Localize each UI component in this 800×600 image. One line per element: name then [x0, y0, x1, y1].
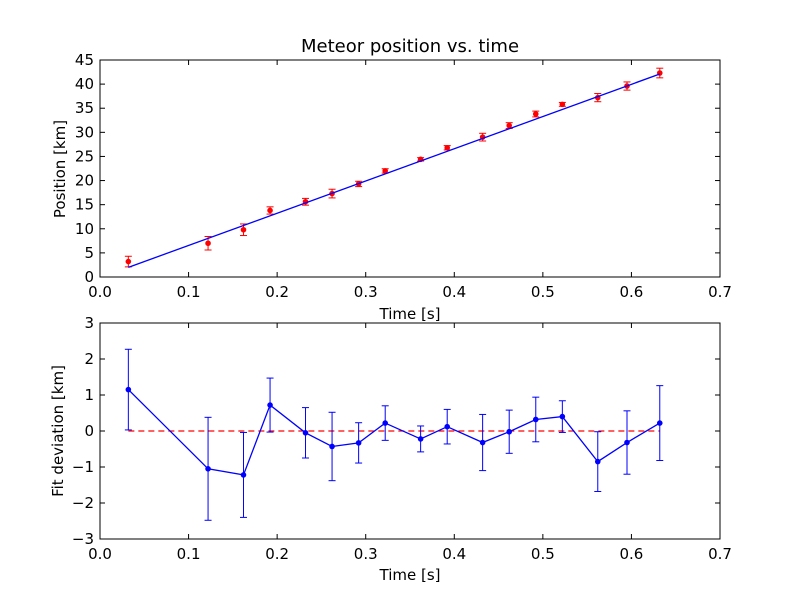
y-tick-label: 5	[84, 244, 94, 262]
plot-frame	[99, 59, 721, 278]
data-point	[444, 144, 451, 151]
y-tick-label: 40	[75, 75, 94, 93]
data-point	[125, 386, 132, 393]
x-tick-label: 0.6	[619, 545, 643, 563]
y-tick-label: 35	[75, 99, 94, 117]
y-tick-label: −3	[72, 530, 94, 548]
x-tick-label: 0.6	[619, 283, 643, 301]
data-point	[125, 258, 132, 265]
y-tick-label: 0	[84, 422, 94, 440]
deviation-plot-area: 0.0 0.1 0.2 0.3 0.4 0.5 0.6 0.7 −3 −2 −1 0 1 2 3	[72, 314, 732, 563]
data-point	[355, 440, 362, 446]
x-tick-label: 0.7	[708, 283, 732, 301]
y-tick-label: 2	[84, 350, 94, 368]
data-point	[532, 416, 539, 423]
y-tick-label: 3	[84, 314, 94, 332]
position-panel: Meteor position vs. time 0.0 0.1 0.2 0.3 0.4…	[51, 36, 732, 323]
y-tick-label: 45	[75, 51, 94, 69]
y-tick-label: 30	[75, 123, 94, 141]
data-point	[559, 101, 566, 108]
y-tick-label: 15	[75, 196, 94, 214]
position-plot-area: 0.0 0.1 0.2 0.3 0.4 0.5 0.6 0.7 0 5 10 15 20 25 30 35 40…	[75, 51, 732, 301]
x-axis-label: Time [s]	[379, 305, 441, 323]
y-tick-label: 20	[75, 172, 94, 190]
x-tick-label: 0.5	[531, 283, 555, 301]
data-point	[240, 472, 247, 478]
data-point	[532, 111, 539, 117]
x-tick-label: 0.3	[354, 283, 378, 301]
x-tick-label: 0.2	[265, 283, 289, 301]
data-point	[594, 458, 601, 465]
y-axis-label: Fit deviation [km]	[49, 365, 67, 497]
y-tick-label: −2	[72, 494, 94, 512]
data-point	[656, 420, 663, 426]
x-tick-label: 0.4	[442, 283, 466, 301]
x-tick-label: 0.3	[354, 545, 378, 563]
x-tick-label: 0.0	[88, 283, 112, 301]
x-axis-label: Time [s]	[379, 566, 441, 584]
y-tick-label: 0	[84, 268, 94, 286]
x-tick-label: 0.4	[442, 545, 466, 563]
fit-line	[128, 73, 660, 268]
data-point	[267, 207, 273, 214]
x-tick-label: 0.7	[708, 545, 732, 563]
y-tick-label: −1	[72, 458, 94, 476]
y-tick-label: 10	[75, 220, 94, 238]
data-point	[506, 428, 513, 435]
data-point	[559, 413, 566, 420]
data-point	[267, 402, 273, 408]
data-point	[624, 439, 630, 446]
y-tick-label: 25	[75, 147, 94, 165]
data-point	[417, 436, 424, 442]
y-tick-label: 1	[84, 386, 94, 404]
x-tick-label: 0.2	[265, 545, 289, 563]
data-point	[382, 420, 389, 426]
chart-title: Meteor position vs. time	[301, 36, 519, 57]
x-tick-label: 0.1	[177, 545, 201, 563]
data-point	[329, 443, 335, 450]
data-point	[302, 430, 309, 436]
x-tick-label: 0.0	[88, 545, 112, 563]
deviation-panel: 0.0 0.1 0.2 0.3 0.4 0.5 0.6 0.7 −3 −2 −1 0 1 2 3 Time …	[49, 314, 732, 584]
data-point	[240, 226, 247, 233]
x-tick-label: 0.5	[531, 545, 555, 563]
x-tick-label: 0.1	[177, 283, 201, 301]
y-axis-label: Position [km]	[51, 120, 69, 218]
data-point	[205, 466, 211, 472]
data-point	[205, 240, 211, 247]
data-point	[444, 423, 451, 430]
data-point	[506, 122, 513, 129]
data-point	[382, 168, 389, 174]
data-point	[479, 439, 486, 446]
